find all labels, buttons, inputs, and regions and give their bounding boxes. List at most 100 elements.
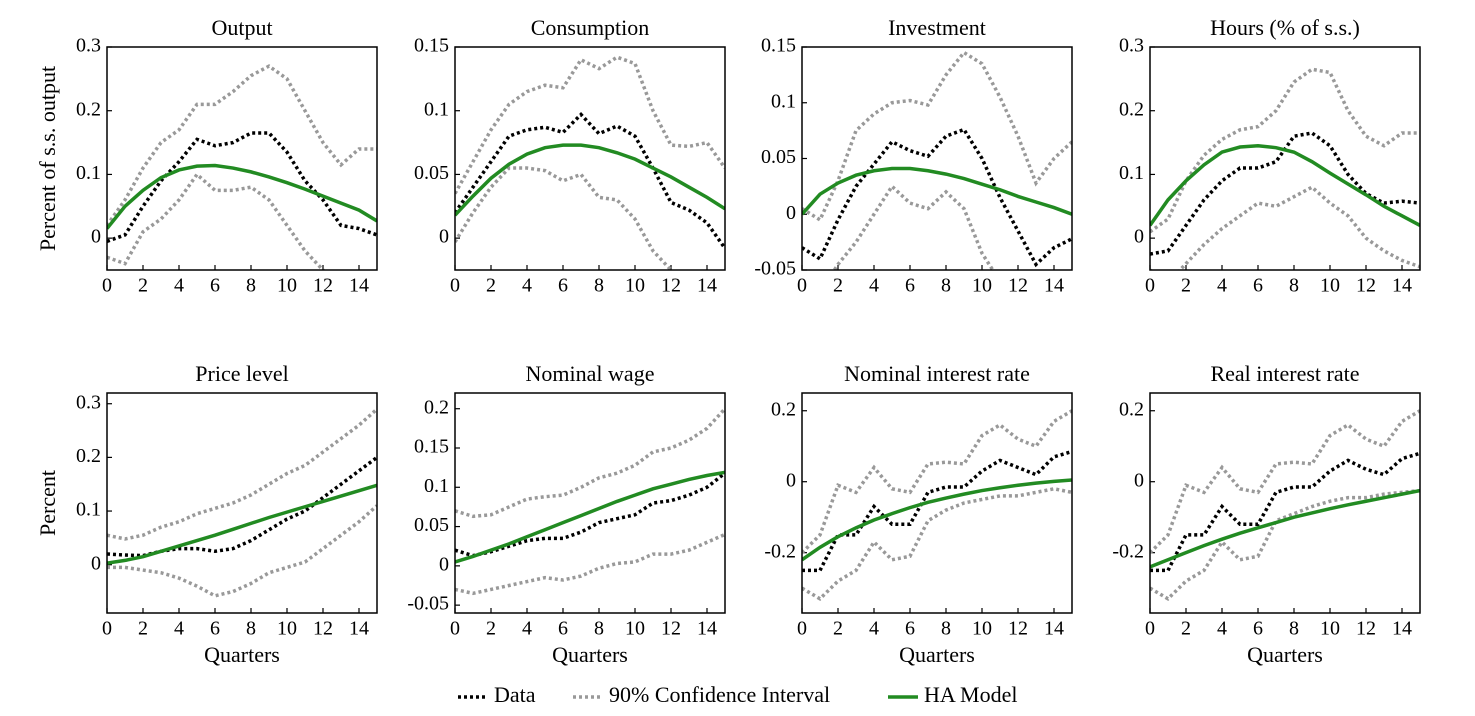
x-tick-label: 10 xyxy=(277,618,297,640)
data-line xyxy=(107,455,377,558)
y-tick-label: 0.2 xyxy=(1119,398,1144,420)
y-tick-label: -0.2 xyxy=(1112,540,1144,562)
y-tick-label: 0.2 xyxy=(76,445,101,467)
x-tick-label: 10 xyxy=(625,618,645,640)
y-tick-label: 0 xyxy=(1134,226,1144,248)
x-tick-label: 12 xyxy=(661,618,681,640)
model-line xyxy=(455,143,725,217)
frame xyxy=(454,392,726,614)
frame xyxy=(454,46,726,271)
x-tick-label: 6 xyxy=(905,618,915,640)
x-axis-label: Quarters xyxy=(899,642,975,667)
model-line xyxy=(1150,144,1420,227)
x-tick-label: 10 xyxy=(1320,275,1340,297)
frame xyxy=(1149,392,1421,614)
x-tick-label: 8 xyxy=(941,275,951,297)
x-tick-label: 2 xyxy=(486,275,496,297)
x-tick-label: 4 xyxy=(174,618,184,640)
x-tick-label: 0 xyxy=(1145,618,1155,640)
x-tick-label: 14 xyxy=(1044,618,1064,640)
x-tick-label: 4 xyxy=(869,618,879,640)
panel: Real interest rate Quarters 0 2 4 6 8 10 12 14 -0.… xyxy=(1112,361,1421,667)
model-line xyxy=(455,470,725,564)
panel: Hours (% of s.s.) 0 2 4 6 8 10 12 14 0 0.1 0.2 0.3 xyxy=(1119,15,1421,297)
y-tick-label: 0 xyxy=(91,552,101,574)
x-tick-label: 8 xyxy=(1289,275,1299,297)
x-tick-label: 12 xyxy=(1356,275,1376,297)
data-line xyxy=(1150,451,1420,573)
data-line xyxy=(455,112,725,250)
y-tick-label: -0.2 xyxy=(764,540,796,562)
y-axis-label: Percent of s.s. output xyxy=(35,66,60,251)
x-tick-label: 4 xyxy=(1217,618,1227,640)
x-tick-label: 10 xyxy=(972,275,992,297)
model-line xyxy=(107,483,377,565)
x-tick-label: 4 xyxy=(174,275,184,297)
x-tick-label: 12 xyxy=(313,275,333,297)
x-tick-label: 10 xyxy=(625,275,645,297)
x-tick-label: 8 xyxy=(594,618,604,640)
panel-title: Hours (% of s.s.) xyxy=(1210,15,1360,40)
ci-upper-line xyxy=(455,407,725,519)
x-tick-label: 2 xyxy=(138,275,148,297)
x-tick-label: 2 xyxy=(1181,618,1191,640)
x-tick-label: 14 xyxy=(1392,275,1412,297)
y-tick-label: 0 xyxy=(786,469,796,491)
x-tick-label: 4 xyxy=(522,618,532,640)
x-tick-label: 8 xyxy=(246,275,256,297)
ci-upper-line xyxy=(455,55,725,195)
y-tick-label: 0 xyxy=(439,226,449,248)
y-tick-label: 0 xyxy=(786,202,796,224)
x-tick-label: 0 xyxy=(450,618,460,640)
panel-title: Price level xyxy=(195,361,288,386)
data-line xyxy=(107,131,377,243)
y-tick-label: 0.3 xyxy=(1119,35,1144,57)
model-line xyxy=(107,163,377,230)
x-tick-label: 2 xyxy=(1181,275,1191,297)
x-tick-label: 8 xyxy=(1289,618,1299,640)
x-tick-label: 12 xyxy=(661,275,681,297)
frame xyxy=(106,46,378,271)
x-tick-label: 2 xyxy=(833,618,843,640)
x-tick-label: 0 xyxy=(450,275,460,297)
x-tick-label: 14 xyxy=(697,618,717,640)
x-tick-label: 6 xyxy=(558,618,568,640)
x-tick-label: 14 xyxy=(349,275,369,297)
x-tick-label: 2 xyxy=(138,618,148,640)
y-tick-label: 0.15 xyxy=(414,436,449,458)
panel: Output Percent of s.s. output 0 2 4 6 8 10 12 14 0… xyxy=(35,15,378,297)
panel-title: Investment xyxy=(888,15,986,40)
x-tick-label: 6 xyxy=(558,275,568,297)
ci-lower-line xyxy=(455,532,725,596)
ci-lower-line xyxy=(107,171,326,270)
x-tick-label: 4 xyxy=(869,275,879,297)
x-tick-label: 8 xyxy=(941,618,951,640)
y-tick-label: 0.2 xyxy=(424,396,449,418)
y-tick-label: 0.1 xyxy=(76,499,101,521)
x-tick-label: 4 xyxy=(1217,275,1227,297)
y-tick-label: 0.15 xyxy=(761,35,796,57)
y-tick-label: 0.1 xyxy=(424,98,449,120)
x-tick-label: 0 xyxy=(797,275,807,297)
data-line xyxy=(802,127,1072,268)
y-tick-label: 0.2 xyxy=(76,98,101,120)
x-tick-label: 14 xyxy=(1044,275,1064,297)
ci-upper-line xyxy=(107,64,377,227)
ci-lower-line xyxy=(1150,185,1420,270)
ci-lower-line xyxy=(832,183,995,270)
y-tick-label: 0.2 xyxy=(771,398,796,420)
ci-lower-line xyxy=(802,487,1072,601)
x-axis-label: Quarters xyxy=(552,642,628,667)
y-tick-label: 0.05 xyxy=(414,162,449,184)
y-tick-label: 0.05 xyxy=(761,146,796,168)
y-tick-label: 0.15 xyxy=(414,35,449,57)
x-tick-label: 0 xyxy=(797,618,807,640)
data-line xyxy=(802,449,1072,573)
x-tick-label: 6 xyxy=(905,275,915,297)
panel: Nominal interest rate Quarters 0 2 4 6 8 10 12 14… xyxy=(764,361,1073,667)
ci-upper-line xyxy=(1150,409,1420,554)
x-tick-label: 10 xyxy=(277,275,297,297)
panel: Consumption 0 2 4 6 8 10 12 14 0 0.05 0.1 0.15 xyxy=(414,15,726,297)
x-tick-label: 10 xyxy=(972,618,992,640)
x-tick-label: 6 xyxy=(1253,618,1263,640)
